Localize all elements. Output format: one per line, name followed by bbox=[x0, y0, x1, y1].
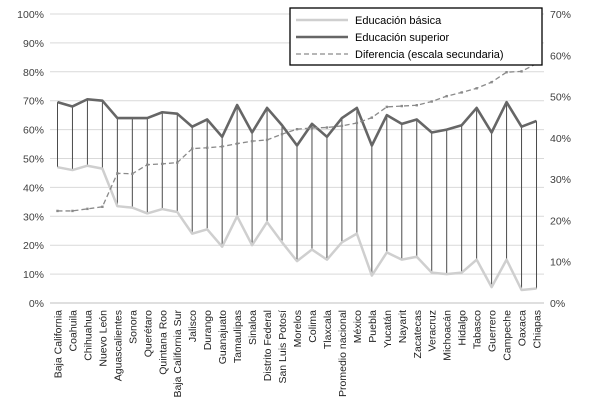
category-label: Distrito Federal bbox=[262, 310, 274, 381]
category-label: Durango bbox=[202, 310, 214, 350]
legend-label: Educación básica bbox=[355, 15, 442, 27]
difference-drop-lines bbox=[56, 99, 538, 290]
diferencia-point bbox=[71, 209, 74, 213]
y-tick-label: 90% bbox=[23, 38, 44, 50]
diferencia-point bbox=[415, 104, 418, 107]
category-label: México bbox=[352, 310, 364, 343]
category-label: Nayarit bbox=[397, 310, 409, 343]
category-label: Aguascalientes bbox=[112, 310, 124, 381]
y2-tick-label: 20% bbox=[550, 215, 571, 227]
y-tick-label: 40% bbox=[23, 182, 44, 194]
series-line-basica bbox=[57, 164, 537, 292]
category-label: Baja California bbox=[52, 310, 64, 378]
diferencia-point bbox=[385, 105, 389, 109]
diferencia-point bbox=[340, 124, 344, 128]
diferencia-point bbox=[235, 142, 239, 145]
diferencia-point bbox=[86, 207, 89, 211]
legend: Educación básica Educación superior Difere… bbox=[289, 7, 543, 66]
diferencia-point bbox=[220, 145, 224, 148]
diferencia-point bbox=[445, 94, 448, 98]
diferencia-point bbox=[131, 172, 134, 175]
y-tick-label: 80% bbox=[23, 67, 44, 79]
diferencia-point bbox=[116, 172, 119, 175]
diferencia-point bbox=[430, 100, 433, 103]
diferencia-point bbox=[520, 70, 523, 73]
category-label: Guanajuato bbox=[217, 310, 229, 364]
diferencia-point bbox=[505, 71, 508, 74]
category-label: Campeche bbox=[502, 310, 514, 361]
y-tick-label: 20% bbox=[23, 240, 44, 252]
series-line-superior bbox=[57, 97, 537, 147]
category-label: Quintana Roo bbox=[157, 310, 169, 375]
y-tick-label: 10% bbox=[23, 269, 44, 281]
diferencia-point bbox=[280, 132, 284, 136]
secondary-axis-ticks: 0% 10% 20% 30% 40% 50% 60% 70% bbox=[550, 9, 571, 310]
diferencia-point bbox=[325, 126, 329, 129]
category-label: Puebla bbox=[367, 310, 379, 343]
primary-axis-ticks: 0% 10% 20% 30% 40% 50% 60% 70% 80% 90% 100% bbox=[17, 9, 44, 310]
category-label: Guerrero bbox=[487, 310, 499, 352]
y2-tick-label: 50% bbox=[550, 92, 571, 104]
diferencia-point bbox=[56, 209, 59, 213]
category-label: Yucatán bbox=[382, 310, 394, 348]
y-tick-label: 70% bbox=[23, 96, 44, 108]
category-label: Baja California Sur bbox=[172, 310, 184, 398]
diferencia-point bbox=[400, 104, 403, 108]
y2-tick-label: 70% bbox=[550, 9, 571, 21]
diferencia-point bbox=[205, 146, 209, 149]
series-lines bbox=[56, 62, 538, 292]
diferencia-point bbox=[250, 139, 254, 143]
y2-tick-label: 30% bbox=[550, 174, 571, 186]
category-label: Chiapas bbox=[532, 310, 544, 349]
diferencia-point bbox=[475, 87, 478, 90]
y-tick-label: 0% bbox=[29, 298, 44, 310]
category-label: Chihuahua bbox=[82, 310, 94, 361]
y2-tick-label: 60% bbox=[550, 50, 571, 62]
y-tick-label: 50% bbox=[23, 154, 44, 166]
y-tick-label: 60% bbox=[23, 125, 44, 137]
category-label: Zacatecas bbox=[412, 310, 424, 358]
category-label: Tlaxcala bbox=[322, 310, 334, 349]
diferencia-point bbox=[490, 80, 493, 84]
category-label: Promedio nacional bbox=[337, 310, 349, 397]
diferencia-point bbox=[355, 121, 359, 125]
diferencia-point bbox=[310, 126, 314, 130]
category-label: Michoacán bbox=[442, 310, 454, 361]
category-label: Colima bbox=[307, 310, 319, 343]
diferencia-point bbox=[295, 127, 299, 131]
category-label: Querétaro bbox=[142, 310, 154, 357]
y2-tick-label: 10% bbox=[550, 257, 571, 269]
legend-label: Educación superior bbox=[355, 32, 450, 44]
category-label: San Luis Potosí bbox=[277, 310, 289, 384]
category-label: Nuevo León bbox=[97, 310, 109, 367]
diferencia-point bbox=[146, 163, 149, 166]
diferencia-point bbox=[191, 147, 194, 150]
diferencia-point bbox=[101, 205, 104, 209]
category-label: Jalisco bbox=[187, 310, 199, 342]
category-label: Tamaulipas bbox=[232, 310, 244, 363]
diferencia-point bbox=[161, 162, 164, 166]
y-tick-label: 100% bbox=[17, 9, 44, 21]
y2-tick-label: 40% bbox=[550, 133, 571, 145]
category-label: Sinaloa bbox=[247, 310, 259, 345]
category-label: Veracruz bbox=[427, 310, 439, 351]
diferencia-point bbox=[370, 116, 374, 119]
y2-tick-label: 0% bbox=[550, 298, 565, 310]
category-label: Tabasco bbox=[472, 310, 484, 349]
diferencia-point bbox=[176, 161, 179, 164]
legend-label: Diferencia (escala secundaria) bbox=[355, 49, 504, 61]
diferencia-point bbox=[460, 91, 463, 94]
category-labels: Baja California Coahuila Chihuahua Nuevo Le… bbox=[52, 310, 543, 398]
category-label: Morelos bbox=[292, 310, 304, 347]
category-label: Sonora bbox=[127, 310, 139, 344]
diferencia-point bbox=[265, 138, 269, 142]
y-tick-label: 30% bbox=[23, 211, 44, 223]
category-label: Oaxaca bbox=[517, 310, 529, 346]
category-label: Hidalgo bbox=[457, 310, 469, 346]
category-label: Coahuila bbox=[67, 310, 79, 352]
